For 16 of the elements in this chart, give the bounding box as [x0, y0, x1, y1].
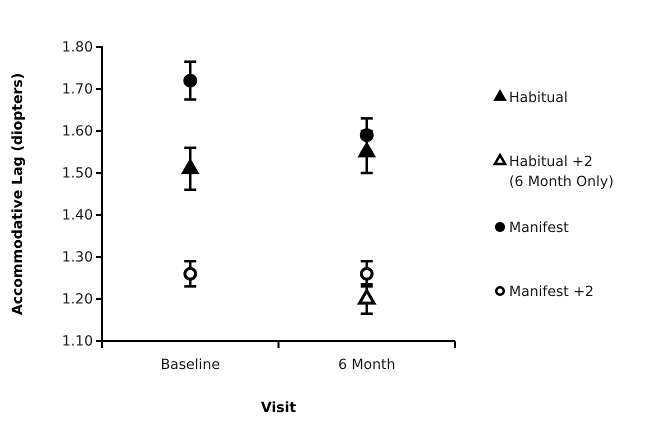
x-axis-title: Visit: [260, 400, 296, 416]
y-tick-label: 1.70: [62, 81, 93, 98]
x-tick-label: Baseline: [160, 357, 220, 374]
y-axis-title: Accommodative Lag (diopters): [10, 72, 26, 316]
legend-label: Habitual: [509, 90, 568, 106]
y-tick-label: 1.50: [62, 165, 93, 182]
legend-label: Manifest: [509, 220, 570, 236]
y-tick-label: 1.60: [62, 123, 93, 140]
legend-label: Habitual +2 (6 Month Only): [509, 154, 614, 190]
y-tick-label: 1.30: [62, 249, 93, 266]
y-tick-label: 1.10: [62, 333, 93, 350]
y-tick-label: 1.40: [62, 207, 93, 224]
legend-label: Manifest +2: [509, 284, 594, 300]
x-tick-label: 6 Month: [338, 357, 396, 374]
y-tick-label: 1.20: [62, 291, 93, 308]
y-tick-label: 1.80: [62, 39, 93, 56]
